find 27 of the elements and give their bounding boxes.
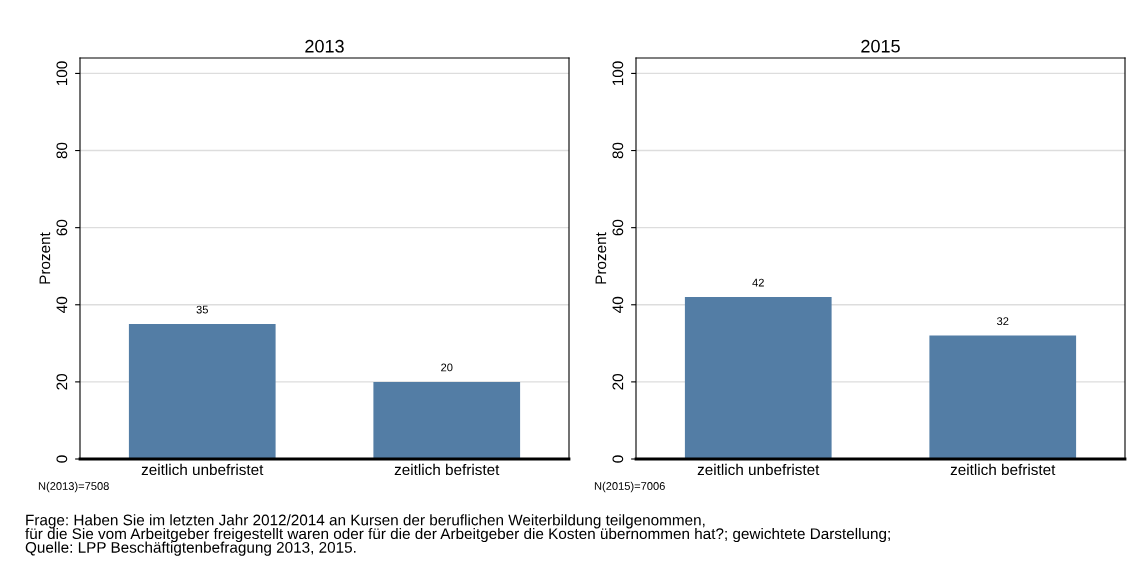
x-tick-label: zeitlich unbefristet [141,463,264,476]
y-tick-label: 60 [612,219,624,236]
data-label: 20 [441,363,453,372]
data-label: 32 [996,317,1009,326]
y-tick-label: 0 [612,455,624,463]
y-axis-title: Prozent [39,232,51,284]
y-tick-label: 20 [56,373,68,390]
y-tick-label: 40 [56,296,68,313]
x-tick-label: zeitlich unbefristet [697,463,820,476]
y-tick-label: 20 [612,373,624,390]
text: N(2013)=7508 [38,481,109,493]
text: Frage: Haben Sie im letzten Jahr 2012/2014 an Kursen der beruflichen Weiterbildung teilgenommen, für die Sie vom Arbeitgeber freigestellt waren oder für die der Arbeitgeber die Kosten übernommen hat?; gewichtete Darstellung; Quelle: LPP Beschäftigtenbefragung 2013, 2015. [25,514,890,556]
y-axis-title: Prozent [595,232,607,284]
chart-title: 2013 [305,39,344,53]
y-tick-label: 80 [56,142,68,159]
chart-title: 2015 [861,39,900,53]
y-tick-label: 0 [56,455,68,463]
text: N(2015)=7006 [594,481,665,493]
data-label: 42 [752,278,764,287]
y-tick-label: 40 [612,296,624,313]
y-tick-label: 80 [612,142,624,159]
y-tick-label: 60 [56,219,68,236]
x-tick-label: zeitlich befristet [394,463,500,476]
y-tick-label: 100 [56,61,68,85]
y-tick-label: 100 [612,61,624,85]
x-tick-label: zeitlich befristet [950,463,1056,476]
data-label: 35 [196,305,208,314]
